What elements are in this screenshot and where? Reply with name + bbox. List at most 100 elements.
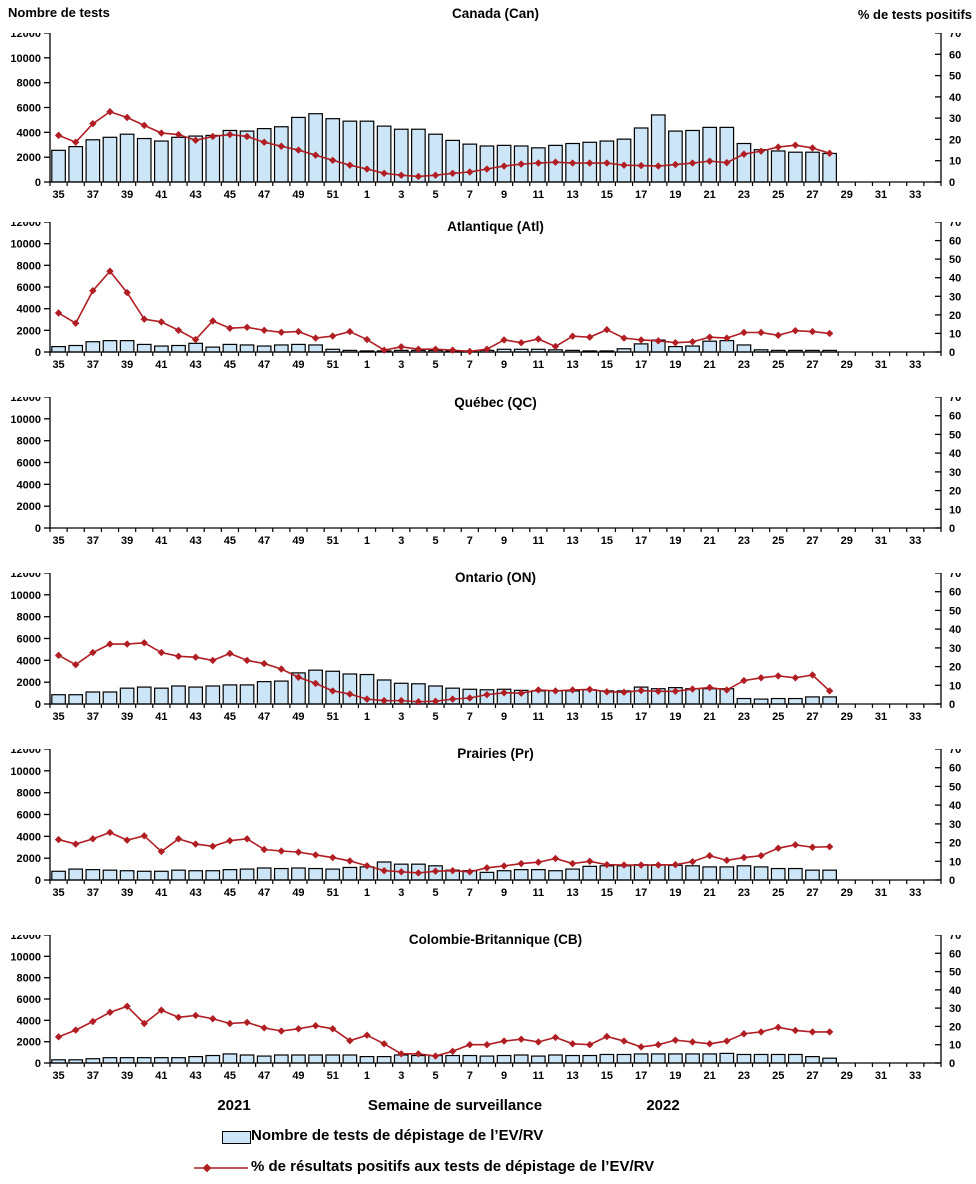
svg-text:45: 45: [224, 189, 236, 201]
svg-text:43: 43: [190, 887, 202, 899]
svg-text:7: 7: [467, 359, 473, 371]
svg-text:15: 15: [601, 887, 613, 899]
svg-text:6000: 6000: [17, 458, 41, 470]
svg-text:0: 0: [35, 875, 41, 887]
svg-text:41: 41: [155, 887, 167, 899]
svg-text:11: 11: [533, 535, 545, 547]
svg-text:45: 45: [224, 359, 236, 371]
svg-text:20: 20: [949, 310, 961, 322]
svg-text:7: 7: [467, 887, 473, 899]
svg-text:19: 19: [669, 535, 681, 547]
svg-text:19: 19: [669, 1070, 681, 1082]
svg-text:50: 50: [949, 254, 961, 266]
right-axis-title: % de tests positifs: [857, 7, 972, 22]
svg-text:70: 70: [949, 573, 961, 580]
svg-text:1: 1: [364, 189, 370, 201]
svg-text:10000: 10000: [10, 766, 41, 778]
atlantique-chart-svg: 0 2000 4000 6000 8000 10000 12000 0 10 20 30 40 50 60…: [10, 222, 961, 371]
svg-text:40: 40: [949, 985, 961, 997]
svg-text:3: 3: [398, 359, 404, 371]
svg-text:0: 0: [949, 523, 955, 535]
svg-text:0: 0: [35, 523, 41, 535]
svg-text:3: 3: [398, 887, 404, 899]
svg-text:40: 40: [949, 800, 961, 812]
svg-text:70: 70: [949, 222, 961, 229]
svg-text:10000: 10000: [10, 414, 41, 426]
svg-text:9: 9: [501, 359, 507, 371]
svg-text:10: 10: [949, 1040, 961, 1052]
svg-text:43: 43: [190, 189, 202, 201]
x-axis-title: Semaine de surveillance: [367, 1097, 543, 1114]
svg-text:1: 1: [364, 1070, 370, 1082]
svg-text:17: 17: [635, 359, 647, 371]
svg-text:20: 20: [949, 1021, 961, 1033]
svg-text:23: 23: [738, 1070, 750, 1082]
svg-text:9: 9: [501, 189, 507, 201]
svg-text:5: 5: [432, 711, 438, 723]
panel-title-quebec: Québec (QC): [454, 395, 537, 410]
quebec-chart-svg: 0 2000 4000 6000 8000 10000 12000 0 10 20 30 40 50 60…: [10, 397, 961, 547]
svg-text:37: 37: [87, 359, 99, 371]
svg-text:35: 35: [52, 711, 64, 723]
svg-text:51: 51: [327, 1070, 339, 1082]
svg-text:25: 25: [772, 887, 784, 899]
svg-text:60: 60: [949, 49, 961, 61]
svg-text:30: 30: [949, 819, 961, 831]
svg-text:37: 37: [87, 1070, 99, 1082]
svg-text:49: 49: [292, 189, 304, 201]
svg-text:37: 37: [87, 711, 99, 723]
svg-text:17: 17: [635, 711, 647, 723]
svg-text:27: 27: [806, 1070, 818, 1082]
svg-text:20: 20: [949, 662, 961, 674]
svg-text:51: 51: [327, 711, 339, 723]
svg-text:12000: 12000: [10, 33, 41, 40]
svg-text:31: 31: [875, 189, 887, 201]
svg-text:1: 1: [364, 711, 370, 723]
svg-text:6000: 6000: [17, 634, 41, 646]
svg-text:9: 9: [501, 711, 507, 723]
svg-text:17: 17: [635, 1070, 647, 1082]
svg-text:10: 10: [949, 156, 961, 168]
svg-text:6000: 6000: [17, 810, 41, 822]
svg-text:33: 33: [909, 189, 921, 201]
svg-text:12000: 12000: [10, 222, 41, 229]
panel-title-ontario: Ontario (ON): [455, 570, 536, 585]
svg-text:12000: 12000: [10, 749, 41, 756]
svg-text:50: 50: [949, 71, 961, 83]
svg-text:43: 43: [190, 711, 202, 723]
panel-title-canada: Canada (Can): [451, 6, 539, 21]
svg-text:50: 50: [949, 605, 961, 617]
svg-text:43: 43: [190, 535, 202, 547]
svg-text:3: 3: [398, 711, 404, 723]
svg-text:15: 15: [601, 711, 613, 723]
svg-text:35: 35: [52, 535, 64, 547]
svg-text:30: 30: [949, 291, 961, 303]
svg-text:8000: 8000: [17, 973, 41, 985]
svg-text:20: 20: [949, 838, 961, 850]
svg-text:30: 30: [949, 467, 961, 479]
legend-item-pct: % de résultats positifs aux tests de dép…: [193, 1158, 933, 1181]
svg-text:7: 7: [467, 711, 473, 723]
pct-line-marker-icon: [194, 1163, 248, 1173]
year-label-2022: 2022: [646, 1097, 680, 1114]
svg-text:45: 45: [224, 1070, 236, 1082]
svg-text:60: 60: [949, 236, 961, 248]
svg-text:20: 20: [949, 134, 961, 146]
svg-text:37: 37: [87, 535, 99, 547]
svg-text:49: 49: [292, 535, 304, 547]
svg-text:51: 51: [327, 535, 339, 547]
tests-bar-swatch: [222, 1131, 251, 1144]
svg-text:2000: 2000: [17, 325, 41, 337]
svg-text:17: 17: [635, 887, 647, 899]
svg-text:23: 23: [738, 189, 750, 201]
svg-text:17: 17: [635, 535, 647, 547]
svg-text:35: 35: [52, 359, 64, 371]
svg-text:47: 47: [258, 887, 270, 899]
legend-pct-label: % de résultats positifs aux tests de dép…: [251, 1158, 655, 1175]
svg-text:40: 40: [949, 448, 961, 460]
svg-text:70: 70: [949, 33, 961, 40]
svg-text:13: 13: [566, 189, 578, 201]
svg-text:25: 25: [772, 711, 784, 723]
svg-text:60: 60: [949, 411, 961, 423]
